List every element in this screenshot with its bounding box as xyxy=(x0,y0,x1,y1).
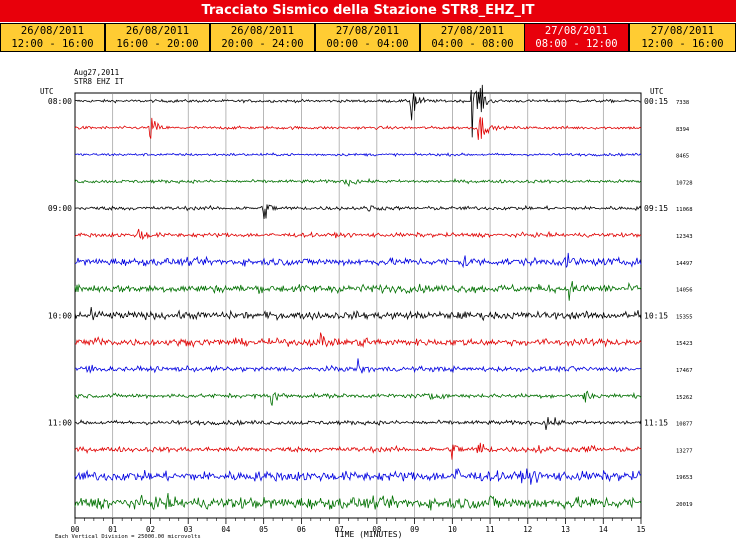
labels: Aug27,2011 STR8 EHZ IT UTC UTC TIME (MIN… xyxy=(40,68,693,540)
trace-count: 8465 xyxy=(676,154,689,160)
seismic-trace xyxy=(74,358,641,374)
tab-1[interactable]: 26/08/2011 16:00 - 20:00 xyxy=(105,23,210,52)
hour-label-right: 00:15 xyxy=(644,97,668,106)
x-tick-label: 14 xyxy=(599,525,609,534)
seismic-trace xyxy=(74,228,642,241)
seismic-trace xyxy=(74,467,642,485)
tab-5[interactable]: 27/08/2011 08:00 - 12:00 xyxy=(524,23,629,52)
page-title: Tracciato Sismico della Stazione STR8_EH… xyxy=(0,0,736,22)
x-tick-label: 11 xyxy=(486,525,495,534)
trace-count: 20019 xyxy=(676,502,693,508)
trace-count: 10877 xyxy=(676,422,693,428)
x-tick-label: 04 xyxy=(221,525,231,534)
hour-label-right: 09:15 xyxy=(644,204,668,213)
trace-count: 15423 xyxy=(676,341,693,347)
tab-range: 12:00 - 16:00 xyxy=(11,38,94,50)
x-tick-label: 08 xyxy=(372,525,382,534)
x-tick-label: 13 xyxy=(561,525,570,534)
x-tick-label: 07 xyxy=(335,525,344,534)
seismic-trace xyxy=(74,390,642,406)
hour-label-right: 10:15 xyxy=(644,311,668,320)
trace-count: 14056 xyxy=(676,288,693,294)
tab-6[interactable]: 27/08/2011 12:00 - 16:00 xyxy=(629,23,736,52)
seismic-trace xyxy=(74,116,642,140)
trace-count: 17467 xyxy=(676,368,693,374)
trace-count: 14497 xyxy=(676,261,693,267)
x-tick-label: 03 xyxy=(184,525,193,534)
tab-date: 27/08/2011 xyxy=(335,25,400,37)
trace-count: 11068 xyxy=(676,207,693,213)
tab-2[interactable]: 26/08/2011 20:00 - 24:00 xyxy=(210,23,315,52)
seismic-trace xyxy=(74,332,642,349)
tab-4[interactable]: 27/08/2011 04:00 - 08:00 xyxy=(420,23,525,52)
tab-date: 26/08/2011 xyxy=(125,25,190,37)
tab-date: 26/08/2011 xyxy=(230,25,295,37)
seismic-trace xyxy=(74,281,642,301)
x-tick-label: 06 xyxy=(297,525,307,534)
x-tick-label: 09 xyxy=(410,525,419,534)
tab-range: 08:00 - 12:00 xyxy=(535,38,618,50)
trace-count: 12343 xyxy=(676,234,693,240)
utc-label-left: UTC xyxy=(40,87,54,96)
tab-date: 27/08/2011 xyxy=(650,25,715,37)
station-label: STR8 EHZ IT xyxy=(74,77,124,86)
chart-background xyxy=(0,56,736,549)
hour-label-left: 09:00 xyxy=(48,204,72,213)
x-tick-label: 00 xyxy=(70,525,80,534)
hour-label-left: 10:00 xyxy=(48,311,72,320)
x-tick-label: 01 xyxy=(108,525,117,534)
seismic-trace xyxy=(74,307,642,322)
x-tick-label: 10 xyxy=(448,525,458,534)
trace-count: 7338 xyxy=(676,100,689,106)
seismic-trace xyxy=(74,492,642,511)
x-tick-label: 05 xyxy=(259,525,268,534)
seismic-trace xyxy=(74,442,642,460)
trace-count: 10728 xyxy=(676,180,693,186)
time-range-tabs: 26/08/2011 12:00 - 16:00 26/08/2011 16:00 -… xyxy=(0,22,736,55)
seismic-trace xyxy=(74,204,642,219)
tab-range: 16:00 - 20:00 xyxy=(116,38,199,50)
hour-label-left: 08:00 xyxy=(48,97,72,106)
tab-0[interactable]: 26/08/2011 12:00 - 16:00 xyxy=(0,23,105,52)
x-axis-label: TIME (MINUTES) xyxy=(335,530,402,539)
footnote: Each Vertical Division = 25000.00 microv… xyxy=(55,534,201,540)
tab-date: 27/08/2011 xyxy=(544,25,609,37)
x-tick-label: 12 xyxy=(523,525,532,534)
trace-count: 8394 xyxy=(676,127,690,133)
date-label: Aug27,2011 xyxy=(74,68,119,77)
hour-label-right: 11:15 xyxy=(644,419,668,428)
tab-range: 20:00 - 24:00 xyxy=(221,38,304,50)
hour-label-left: 11:00 xyxy=(48,419,72,428)
trace-count: 13277 xyxy=(676,448,693,454)
seismic-trace xyxy=(74,152,642,158)
trace-count: 15355 xyxy=(676,314,693,320)
tab-range: 12:00 - 16:00 xyxy=(641,38,724,50)
seismic-trace xyxy=(74,252,642,269)
trace-count: 15262 xyxy=(676,395,693,401)
tab-date: 27/08/2011 xyxy=(440,25,505,37)
seismic-trace xyxy=(74,177,642,188)
tab-date: 26/08/2011 xyxy=(20,25,85,37)
seismic-trace xyxy=(74,417,642,430)
tab-range: 04:00 - 08:00 xyxy=(431,38,514,50)
tab-3[interactable]: 27/08/2011 00:00 - 04:00 xyxy=(315,23,420,52)
utc-label-right: UTC xyxy=(650,87,664,96)
x-tick-label: 15 xyxy=(636,525,645,534)
seismogram-chart: Aug27,2011 STR8 EHZ IT UTC UTC TIME (MIN… xyxy=(0,56,736,549)
seismic-trace xyxy=(74,84,642,138)
x-tick-label: 02 xyxy=(146,525,155,534)
traces xyxy=(74,84,642,511)
trace-count: 19653 xyxy=(676,475,693,481)
tab-range: 00:00 - 04:00 xyxy=(326,38,409,50)
